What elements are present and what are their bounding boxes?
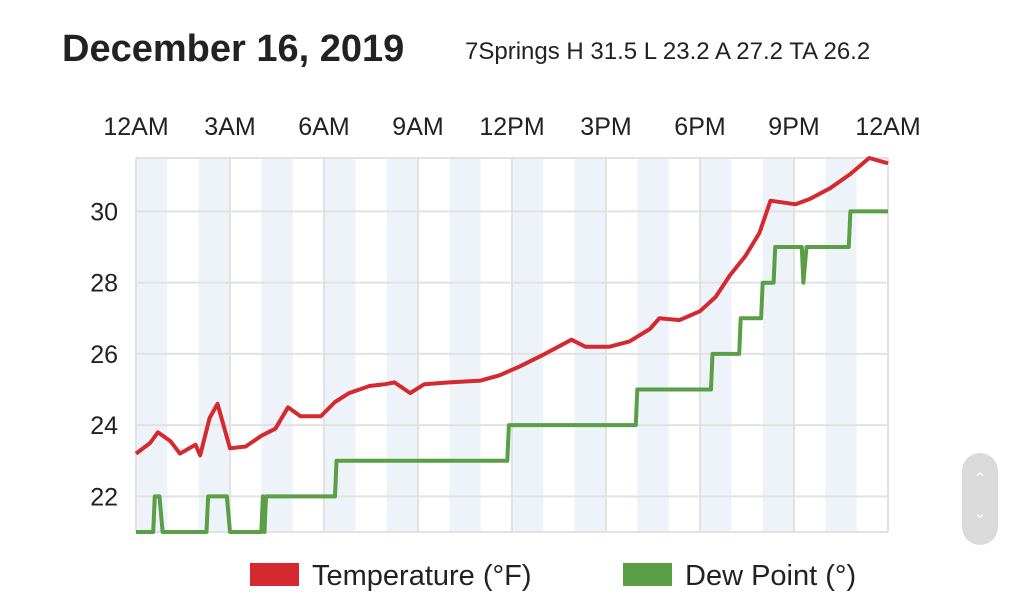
x-tick-label: 12PM bbox=[479, 113, 544, 141]
hour-band bbox=[637, 158, 669, 532]
y-tick-label: 30 bbox=[90, 198, 118, 226]
chart-subtitle: 7Springs H 31.5 L 23.2 A 27.2 TA 26.2 bbox=[465, 38, 871, 65]
hour-band bbox=[762, 158, 794, 532]
hour-band bbox=[512, 158, 544, 532]
legend-label: Dew Point (°) bbox=[685, 560, 856, 592]
temperature-line bbox=[134, 156, 889, 458]
hour-band bbox=[198, 158, 230, 532]
x-tick-label: 9AM bbox=[392, 113, 443, 141]
x-tick-label: 12AM bbox=[855, 113, 920, 141]
x-tick-label: 12AM bbox=[103, 113, 168, 141]
x-tick-label: 6PM bbox=[674, 113, 725, 141]
y-tick-label: 22 bbox=[90, 483, 118, 511]
dew-point-line bbox=[136, 209, 888, 534]
y-tick-label: 28 bbox=[90, 270, 118, 298]
chevron-down-icon[interactable]: ⌄ bbox=[973, 505, 987, 522]
hour-band bbox=[700, 158, 732, 532]
y-tick-label: 26 bbox=[90, 341, 118, 369]
legend-swatch bbox=[250, 563, 299, 586]
hour-band bbox=[386, 158, 418, 532]
x-tick-label: 6AM bbox=[298, 113, 349, 141]
hour-band bbox=[449, 158, 481, 532]
chevron-up-icon[interactable]: ⌃ bbox=[973, 471, 987, 488]
hour-band bbox=[324, 158, 356, 532]
legend-label: Temperature (°F) bbox=[312, 560, 531, 592]
chart-title: December 16, 2019 bbox=[62, 28, 405, 70]
x-tick-label: 9PM bbox=[768, 113, 819, 141]
scroll-widget[interactable]: ⌃ ⌄ bbox=[962, 453, 998, 545]
x-tick-label: 3AM bbox=[204, 113, 255, 141]
x-tick-label: 3PM bbox=[580, 113, 631, 141]
y-tick-label: 24 bbox=[90, 412, 118, 440]
hour-band bbox=[136, 158, 168, 532]
legend-swatch bbox=[623, 563, 672, 586]
hour-band bbox=[261, 158, 293, 532]
